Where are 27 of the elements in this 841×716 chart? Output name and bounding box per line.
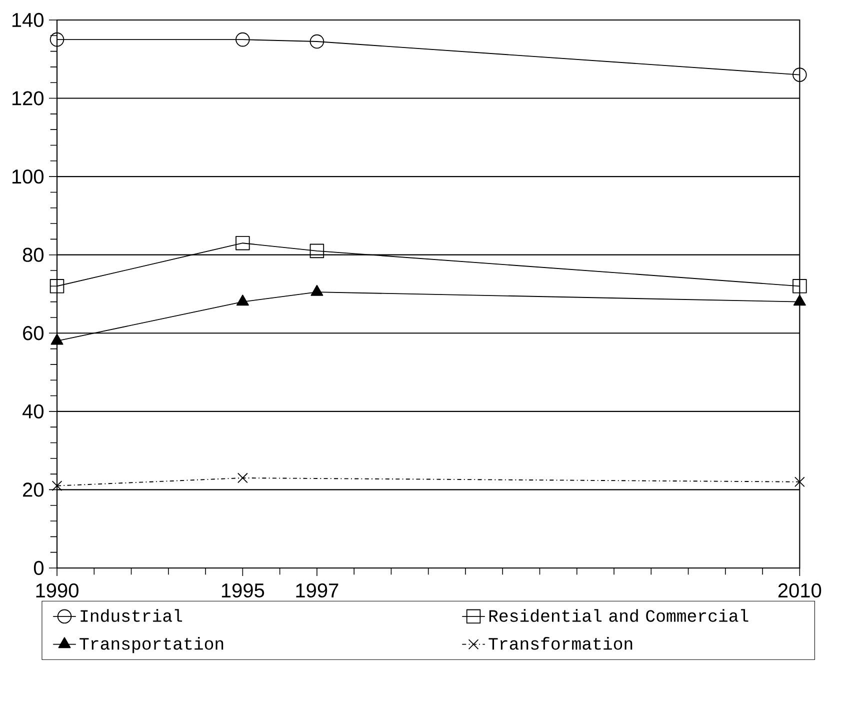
legend-label: Residential and Commercial: [489, 609, 748, 622]
point: [236, 32, 250, 47]
y-tick-label: 0: [34, 560, 44, 576]
y-tick-label: 140: [12, 12, 44, 28]
point: [310, 244, 324, 258]
legend-label: Industrial: [80, 609, 182, 622]
legend-label: Transportation: [80, 637, 224, 654]
y-tick-label: 20: [23, 482, 44, 497]
y-tick-label: 100: [12, 169, 44, 184]
legend-label: Transformation: [488, 637, 632, 650]
point: [794, 476, 805, 488]
y-tick-label: 60: [23, 326, 44, 340]
point: [237, 472, 248, 484]
point: [310, 34, 324, 49]
x-tick-label: 1995: [222, 583, 264, 598]
x-tick-label: 1997: [296, 583, 338, 598]
y-tick-label: 120: [12, 91, 44, 106]
point: [50, 279, 64, 294]
point: [792, 68, 807, 82]
point: [50, 32, 64, 47]
point: [792, 279, 807, 294]
point: [52, 480, 62, 491]
x-tick-label: 1990: [36, 583, 78, 598]
y-tick-label: 40: [22, 404, 44, 418]
y-tick-label: 80: [22, 248, 44, 262]
point: [236, 236, 250, 250]
x-tick-label: 2010: [778, 583, 822, 598]
